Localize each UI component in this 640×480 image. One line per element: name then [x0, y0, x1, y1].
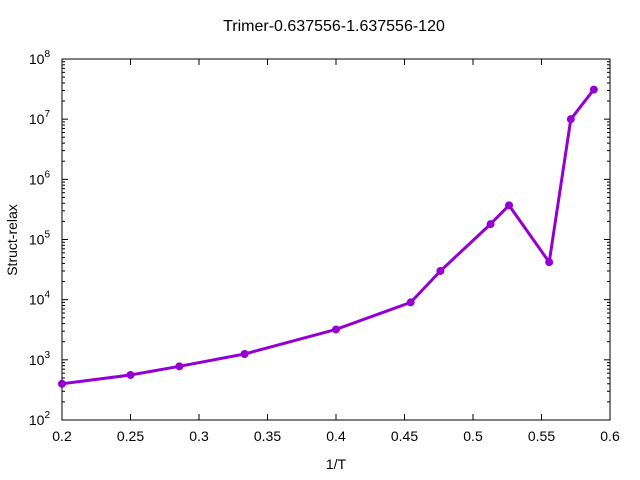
data-point: [545, 258, 554, 267]
series-group: [58, 85, 598, 388]
axis-tick-labels: 0.2 0.25 0.3 0.35 0.4 0.45 0.5 0.55 0.6102103104…: [29, 49, 620, 444]
data-point: [486, 220, 495, 229]
x-tick-label: 0.35: [254, 428, 281, 444]
y-tick-base: 10: [29, 352, 45, 368]
y-tick-exponent: 6: [44, 169, 50, 180]
plot-area-frame: [61, 58, 611, 421]
axis-ticks: [61, 58, 611, 421]
data-point: [126, 370, 135, 379]
y-tick-label: 106: [29, 169, 51, 187]
y-tick-exponent: 8: [44, 49, 50, 60]
series-line: [61, 88, 595, 386]
y-tick-base: 10: [29, 51, 45, 67]
data-point: [589, 85, 598, 94]
y-tick-exponent: 2: [44, 410, 50, 421]
x-tick-label: 0.45: [391, 428, 418, 444]
data-point: [332, 325, 340, 334]
y-tick-base: 10: [29, 232, 45, 248]
x-tick-label: 0.55: [528, 428, 555, 444]
data-point: [566, 115, 575, 124]
x-tick-label: 0.3: [189, 428, 209, 444]
y-axis-label: Struct-relax: [4, 204, 20, 276]
x-tick-label: 0.25: [117, 428, 144, 444]
chart-title: Trimer-0.637556-1.637556-120: [223, 18, 445, 35]
y-tick-label: 103: [29, 350, 51, 368]
y-tick-base: 10: [29, 171, 45, 187]
y-tick-exponent: 5: [44, 230, 50, 241]
y-tick-exponent: 4: [44, 290, 50, 301]
x-tick-label: 0.2: [52, 428, 72, 444]
y-tick-base: 10: [29, 292, 45, 308]
y-tick-exponent: 7: [44, 109, 50, 120]
data-point: [406, 298, 415, 307]
x-axis-label: 1/T: [326, 456, 347, 472]
y-tick-label: 107: [29, 109, 51, 127]
x-tick-label: 0.4: [326, 428, 346, 444]
data-point: [505, 201, 514, 210]
y-tick-base: 10: [29, 412, 45, 428]
y-tick-exponent: 3: [44, 350, 50, 361]
data-point: [58, 379, 66, 388]
x-tick-label: 0.6: [600, 428, 620, 444]
data-point: [436, 266, 445, 275]
data-point: [240, 350, 249, 359]
data-point: [175, 362, 184, 371]
y-tick-base: 10: [29, 111, 45, 127]
y-tick-label: 105: [29, 230, 51, 248]
y-tick-label: 102: [29, 410, 51, 428]
y-tick-label: 104: [29, 290, 51, 308]
x-tick-label: 0.5: [463, 428, 483, 444]
y-tick-label: 108: [29, 49, 51, 67]
